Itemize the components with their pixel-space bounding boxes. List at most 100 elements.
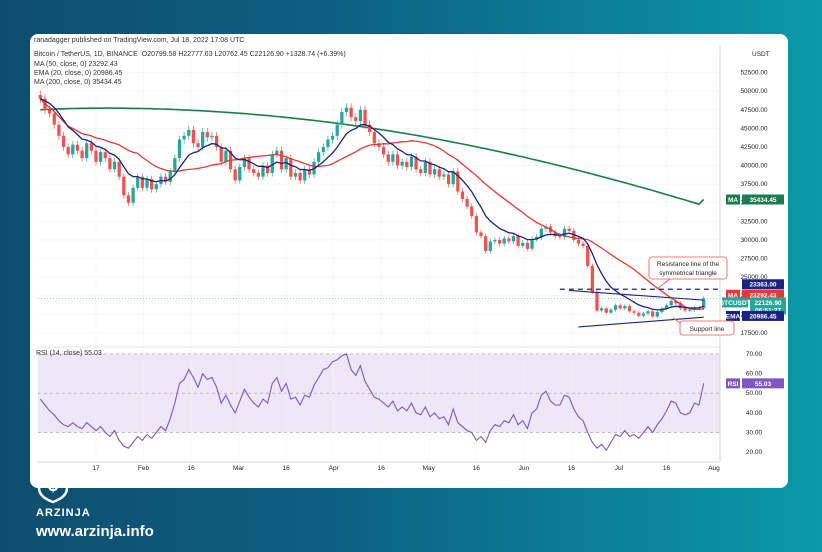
- candle-body-66: [344, 107, 349, 112]
- candle-body-104: [521, 242, 525, 246]
- candle-body-107: [535, 236, 539, 240]
- candle-body-78: [400, 161, 404, 166]
- candle-body-76: [391, 154, 395, 162]
- price-tick-6: 37500.00: [740, 181, 767, 188]
- ema20-path: [40, 98, 704, 311]
- candle-body-13: [99, 152, 103, 162]
- candle-body-136: [669, 300, 673, 306]
- candle-body-38: [214, 135, 219, 147]
- tag-ema-label: EMA: [726, 313, 741, 320]
- candle-body-89: [451, 171, 455, 185]
- x-label-3: Mar: [233, 465, 245, 472]
- candle-body-140: [688, 309, 692, 311]
- brand-url[interactable]: www.arzinja.info: [36, 523, 154, 540]
- candle-body-113: [562, 228, 567, 237]
- candle-body-40: [224, 150, 228, 162]
- publisher-text: ranadagger published on TradingView.com,…: [34, 37, 244, 44]
- candle-body-114: [567, 228, 571, 231]
- ma200-path: [40, 107, 705, 206]
- candle-body-45: [247, 158, 251, 170]
- ma50-legend: MA (50, close, 0) 23292.43: [34, 61, 118, 68]
- candle-body-99: [497, 239, 502, 244]
- annotations: Resistance line of the symmetrical trian…: [648, 256, 735, 336]
- candle-body-98: [493, 239, 497, 242]
- tag-ma200-value: 35434.45: [749, 197, 776, 204]
- candle-body-131: [646, 311, 650, 314]
- tag-ma200: MA 35434.45: [726, 194, 784, 205]
- candle-body-8: [75, 144, 80, 151]
- candle-body-105: [525, 242, 530, 249]
- tag-ma50: MA 23292.43: [726, 289, 784, 300]
- candle-body-65: [340, 112, 344, 125]
- candle-body-9: [80, 150, 84, 159]
- candle-body-33: [191, 129, 196, 144]
- chart-card: 52500.00 50000.00 47500.00 45000.00 42500.00…: [30, 34, 788, 488]
- candle-body-77: [395, 154, 400, 166]
- candle-body-126: [623, 306, 627, 309]
- rsi-tick-2: 50.00: [746, 390, 763, 397]
- candle-body-39: [219, 146, 223, 162]
- x-label-12: 16: [663, 465, 671, 472]
- candle-body-7: [71, 144, 75, 155]
- candle-body-34: [196, 143, 200, 147]
- candle-body-19: [126, 195, 131, 203]
- candle-body-21: [136, 176, 140, 188]
- candle-body-87: [442, 174, 446, 177]
- candle-body-5: [61, 135, 66, 147]
- tag-rsi: RSI 55.03: [726, 378, 784, 389]
- candle-body-55: [293, 172, 298, 177]
- candle-body-112: [558, 236, 562, 238]
- price-tick-11: 25000.00: [740, 274, 767, 281]
- candle-body-6: [66, 146, 70, 155]
- candle-body-128: [632, 311, 636, 313]
- price-tick-9: 30000.00: [740, 237, 767, 244]
- candle-body-2: [47, 109, 52, 114]
- unit-label: USDT: [752, 51, 770, 58]
- candle-body-60: [317, 152, 321, 162]
- ma50-path: [39, 98, 704, 311]
- candle-body-73: [377, 143, 381, 147]
- candle-body-127: [627, 306, 632, 312]
- ma50-line: [39, 98, 704, 311]
- candle-body-75: [386, 154, 390, 162]
- tag-ma50-label: MA: [728, 292, 738, 299]
- candle-body-70: [363, 109, 367, 125]
- x-label-4: 16: [283, 465, 291, 472]
- rsi-tick-1: 60.00: [746, 371, 763, 378]
- candle-body-56: [298, 172, 302, 181]
- price-tick-1: 50000.00: [740, 88, 767, 95]
- candle-body-50: [270, 154, 274, 173]
- tag-level-value: 23363.00: [749, 282, 776, 289]
- candle-body-102: [511, 236, 516, 242]
- tag-price-label: BTCUSDT: [719, 300, 750, 307]
- candle-body-123: [609, 309, 613, 313]
- candle-body-42: [233, 169, 237, 181]
- candle-body-137: [674, 300, 678, 304]
- brand-name: ARZINJA: [36, 507, 91, 519]
- price-chart[interactable]: 52500.00 50000.00 47500.00 45000.00 42500.00…: [30, 34, 788, 488]
- candle-body-18: [122, 176, 126, 196]
- candle-body-133: [655, 312, 659, 317]
- candle-body-43: [238, 167, 242, 181]
- candle-body-91: [460, 191, 465, 199]
- candle-body-49: [266, 165, 270, 173]
- rsi-panel: [39, 353, 705, 452]
- candle-body-4: [57, 124, 61, 136]
- candle-body-139: [683, 308, 687, 311]
- candle-body-63: [330, 135, 335, 140]
- x-label-11: Jul: [615, 465, 624, 472]
- grid: [38, 54, 720, 462]
- candle-body-90: [456, 171, 460, 192]
- x-label-0: 17: [92, 465, 100, 472]
- price-tick-0: 52500.00: [740, 70, 767, 77]
- rsi-tick-5: 20.00: [746, 449, 763, 456]
- candle-body-118: [586, 245, 590, 266]
- candle-body-69: [358, 109, 363, 121]
- candle-body-138: [678, 303, 683, 309]
- ema20-line: [40, 98, 704, 311]
- support-line: [578, 316, 704, 328]
- candle-body-51: [275, 150, 279, 155]
- candle-body-23: [145, 178, 149, 188]
- candle-body-95: [479, 232, 483, 237]
- candle-body-68: [354, 117, 358, 121]
